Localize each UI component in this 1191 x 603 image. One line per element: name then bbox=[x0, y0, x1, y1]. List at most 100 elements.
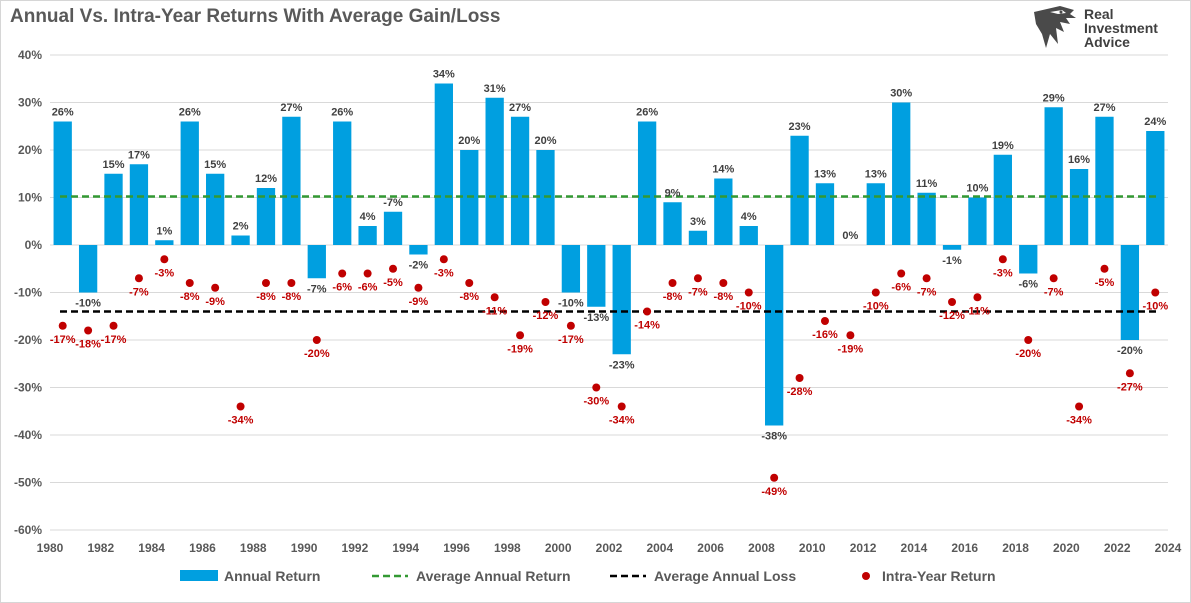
bar-annual-return bbox=[587, 245, 606, 307]
intra-year-dot bbox=[948, 298, 957, 306]
bar-label: 34% bbox=[433, 69, 455, 81]
x-tick-label: 1980 bbox=[37, 541, 64, 555]
intra-year-dot bbox=[261, 279, 270, 287]
intra-year-dot bbox=[617, 402, 626, 411]
bar-label: 13% bbox=[814, 168, 836, 180]
x-tick-label: 2018 bbox=[1002, 541, 1029, 555]
bar-label: 15% bbox=[204, 159, 226, 171]
bar-label: -38% bbox=[761, 431, 787, 443]
x-tick-label: 2008 bbox=[748, 541, 775, 555]
dot-label: -5% bbox=[383, 277, 403, 289]
intra-year-dot bbox=[185, 279, 194, 287]
dot-label: -6% bbox=[891, 282, 911, 294]
bar-annual-return bbox=[206, 173, 225, 245]
intra-year-dot bbox=[287, 279, 296, 287]
intra-year-dot bbox=[1151, 288, 1160, 297]
bar-label: 23% bbox=[789, 121, 811, 133]
dot-label: -34% bbox=[609, 415, 635, 427]
x-tick-label: 2014 bbox=[901, 541, 928, 555]
x-tick-label: 2020 bbox=[1053, 541, 1080, 555]
dot-label: -10% bbox=[1142, 301, 1168, 313]
bar-annual-return bbox=[383, 211, 403, 245]
bar-annual-return bbox=[1146, 131, 1165, 245]
dot-label: -34% bbox=[228, 415, 254, 427]
dot-label: -11% bbox=[482, 305, 507, 317]
x-tick-label: 2004 bbox=[646, 541, 673, 555]
intra-year-dot bbox=[566, 321, 575, 330]
bar-label: 31% bbox=[484, 83, 506, 95]
dot-label: -8% bbox=[663, 291, 683, 303]
bar-annual-return bbox=[917, 192, 936, 245]
bar-label: 26% bbox=[331, 107, 353, 119]
eagle-head-icon bbox=[1034, 6, 1076, 48]
intra-year-dot bbox=[363, 269, 372, 278]
y-tick-label: -30% bbox=[14, 381, 42, 395]
x-tick-label: 1996 bbox=[443, 541, 470, 555]
y-tick-label: 20% bbox=[18, 143, 42, 157]
logo-line-1: Real bbox=[1084, 6, 1114, 22]
dot-label: -18% bbox=[75, 339, 101, 351]
bar-annual-return bbox=[129, 164, 149, 245]
bar-annual-return bbox=[256, 188, 276, 245]
bar-label: 26% bbox=[179, 107, 201, 119]
x-tick-label: 2002 bbox=[596, 541, 623, 555]
bar-label: 15% bbox=[103, 159, 125, 171]
bar-label: 0% bbox=[842, 230, 858, 242]
dot-label: -11% bbox=[965, 305, 990, 317]
intra-year-dot bbox=[820, 317, 829, 325]
bar-annual-return bbox=[866, 183, 885, 245]
y-tick-label: 40% bbox=[18, 48, 42, 62]
bar-label: 11% bbox=[916, 178, 938, 190]
x-tick-label: 2000 bbox=[545, 541, 572, 555]
bar-annual-return bbox=[104, 173, 123, 245]
intra-year-dots bbox=[58, 255, 1160, 482]
bar-annual-return bbox=[53, 121, 72, 245]
legend-label: Average Annual Loss bbox=[654, 568, 796, 584]
bar-annual-return bbox=[1095, 116, 1114, 245]
dot-label: -7% bbox=[129, 286, 149, 298]
intra-year-dot bbox=[490, 293, 499, 302]
chart-title: Annual Vs. Intra-Year Returns With Avera… bbox=[10, 6, 501, 27]
intra-year-dot bbox=[58, 321, 67, 330]
bar-annual-return bbox=[409, 245, 428, 255]
x-tick-label: 1982 bbox=[87, 541, 114, 555]
dot-label: -19% bbox=[507, 343, 533, 355]
bar-label: -2% bbox=[409, 260, 429, 272]
intra-year-dot bbox=[973, 293, 982, 302]
bar-label: -13% bbox=[583, 312, 609, 324]
dot-label: -8% bbox=[714, 291, 734, 303]
bar-annual-return bbox=[78, 245, 98, 293]
bar-label: 16% bbox=[1068, 154, 1090, 166]
bar-label: 20% bbox=[458, 135, 480, 147]
x-tick-label: 1992 bbox=[342, 541, 369, 555]
intra-year-dot bbox=[84, 326, 93, 335]
bar-annual-return bbox=[434, 83, 453, 245]
dot-label: -8% bbox=[459, 291, 479, 303]
dot-label: -6% bbox=[358, 282, 378, 294]
bar-label: -6% bbox=[1018, 279, 1038, 291]
dot-label: -14% bbox=[634, 320, 660, 332]
intra-year-dot bbox=[338, 269, 347, 278]
dot-label: -27% bbox=[1117, 381, 1143, 393]
intra-year-dot bbox=[541, 298, 550, 306]
bar-label: -1% bbox=[942, 255, 962, 267]
intra-year-dot bbox=[109, 321, 118, 330]
intra-year-dot bbox=[516, 331, 525, 340]
legend-label: Intra-Year Return bbox=[882, 568, 996, 584]
bar-annual-return bbox=[612, 245, 631, 355]
bar-label: 27% bbox=[280, 102, 302, 114]
dot-label: -9% bbox=[205, 296, 225, 308]
bar-annual-return bbox=[510, 116, 530, 245]
intra-year-dot bbox=[744, 288, 753, 297]
x-tick-label: 2022 bbox=[1104, 541, 1131, 555]
intra-year-dot bbox=[236, 402, 245, 411]
x-axis: 1980 1982 1984 1986 1988 1990 1992 1994 1996 1998… bbox=[37, 541, 1182, 555]
intra-year-dot bbox=[592, 383, 601, 392]
bar-annual-return bbox=[1044, 107, 1063, 245]
intra-year-dot bbox=[668, 279, 677, 287]
dot-label: -5% bbox=[1095, 277, 1115, 289]
dot-label: -7% bbox=[1044, 286, 1064, 298]
bar-annual-return bbox=[637, 121, 657, 245]
bar-annual-return bbox=[155, 240, 174, 245]
dot-label: -20% bbox=[304, 348, 330, 360]
